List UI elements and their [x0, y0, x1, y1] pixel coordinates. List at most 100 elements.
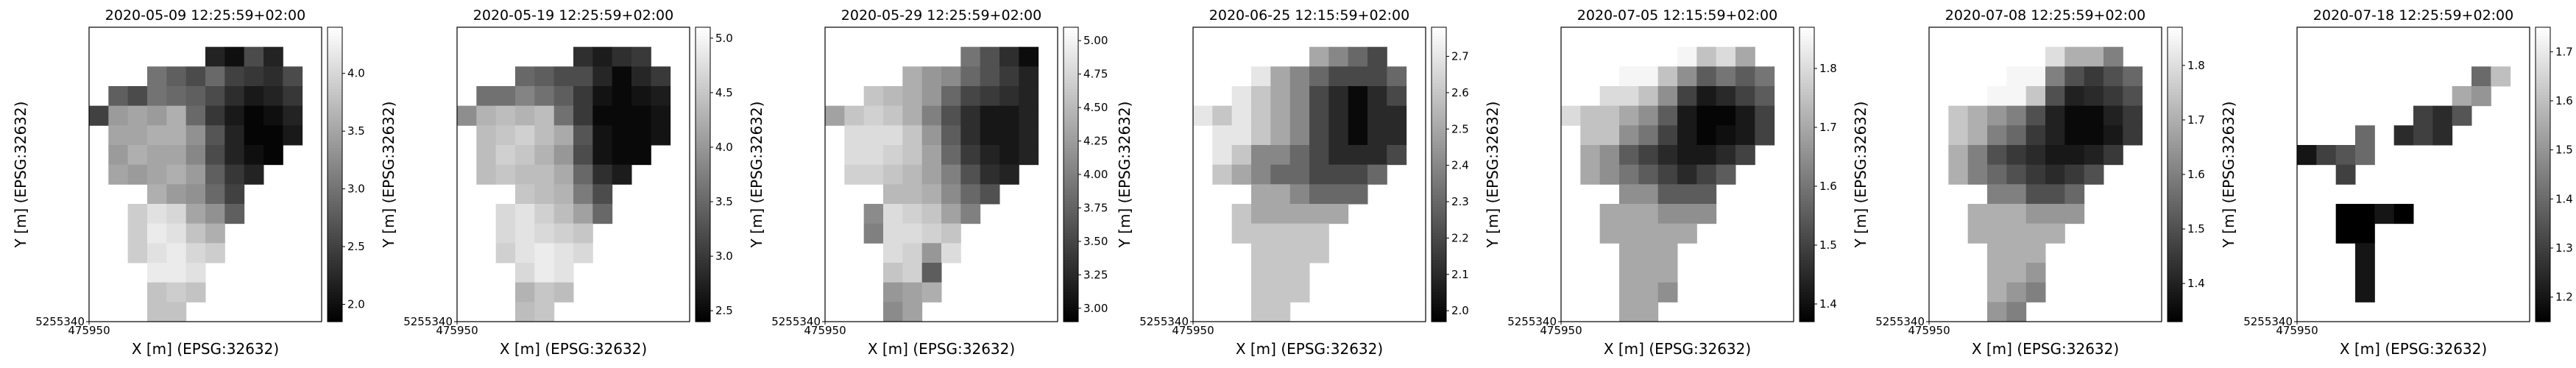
colorbar-segment [2168, 227, 2182, 231]
heatmap-cell [825, 105, 845, 126]
colorbar-segment [2536, 307, 2550, 311]
colorbar-segment [696, 163, 710, 166]
colorbar-segment [1064, 57, 1078, 60]
heatmap-cell [1735, 66, 1755, 87]
colorbar-segment [696, 107, 710, 110]
colorbar-segment [1432, 198, 1446, 202]
heatmap-cell [999, 125, 1019, 146]
heatmap-cell [205, 223, 225, 244]
heatmap-cell [844, 164, 865, 185]
colorbar-segment [696, 295, 710, 299]
heatmap-cell [1193, 105, 1213, 126]
colorbar-segment [2168, 74, 2182, 78]
colorbar-segment [1800, 148, 1814, 152]
colorbar-segment [1800, 27, 1814, 31]
heatmap-cell [1638, 164, 1659, 185]
colorbar-segment [2536, 289, 2550, 293]
colorbar-segment [696, 45, 710, 49]
colorbar-tick-label: 5.0 [715, 32, 733, 45]
colorbar-segment [696, 310, 710, 314]
colorbar-segment [1432, 204, 1446, 208]
heatmap-cell [2491, 66, 2511, 87]
heatmap-cell [1348, 46, 1368, 67]
colorbar-segment [328, 98, 342, 102]
panel-title: 2020-06-25 12:15:59+02:00 [1209, 7, 1409, 24]
heatmap-cell [1212, 125, 1233, 146]
colorbar-segment [2168, 169, 2182, 172]
heatmap-cell [1387, 86, 1407, 107]
heatmap-cell [1309, 66, 1329, 87]
colorbar-segment [2536, 254, 2550, 258]
colorbar-segment [2536, 263, 2550, 266]
heatmap-cell [612, 125, 632, 146]
heatmap-cell [573, 204, 593, 224]
heatmap-cell [185, 86, 206, 107]
colorbar-segment [328, 130, 342, 134]
colorbar-segment [328, 286, 342, 290]
heatmap-cell [2123, 66, 2143, 87]
colorbar-segment [2168, 316, 2182, 319]
colorbar-tick-label: 2.5 [1451, 122, 1469, 135]
heatmap-cell [1967, 105, 1988, 126]
heatmap-cell [1231, 86, 1252, 107]
heatmap-cell [2045, 223, 2065, 244]
heatmap-cell [1289, 164, 1310, 185]
heatmap-cell [2316, 145, 2337, 166]
heatmap-cell [1212, 145, 1233, 166]
colorbar-segment [2168, 222, 2182, 225]
colorbar-tick-label: 3.5 [347, 124, 365, 138]
heatmap-cell [1580, 164, 1601, 185]
heatmap-cell [147, 302, 167, 322]
colorbar-segment [2536, 245, 2550, 249]
colorbar-tick-label: 3.0 [715, 250, 733, 263]
colorbar-segment [328, 139, 342, 143]
colorbar-segment [328, 227, 342, 231]
colorbar-segment [2536, 266, 2550, 269]
heatmap-cell [1289, 282, 1310, 302]
heatmap-cell [2374, 204, 2395, 224]
colorbar-tick-label: 4.0 [715, 141, 733, 154]
colorbar-segment [2168, 101, 2182, 105]
colorbar-segment [2536, 204, 2550, 208]
heatmap-cell [960, 125, 981, 146]
colorbar-segment [2168, 39, 2182, 43]
heatmap-cell [224, 164, 245, 185]
y-axis-label: Y [m] (EPSG:32632) [380, 102, 397, 249]
colorbar-segment [1432, 148, 1446, 152]
heatmap-cell [244, 66, 264, 87]
colorbar-segment [2536, 118, 2550, 122]
heatmap-cell [960, 66, 981, 87]
colorbar-segment [1432, 260, 1446, 263]
colorbar-segment [696, 307, 710, 311]
colorbar-segment [1800, 95, 1814, 99]
colorbar-segment [696, 124, 710, 128]
colorbar-segment [1432, 307, 1446, 311]
colorbar-segment [1064, 45, 1078, 49]
colorbar-segment [1064, 219, 1078, 222]
colorbar-segment [2536, 224, 2550, 228]
heatmap-cell [2006, 66, 2027, 87]
colorbar-segment [2536, 272, 2550, 275]
colorbar-segment [1800, 92, 1814, 96]
heatmap-cell [1967, 204, 1988, 224]
heatmap-cell [2103, 105, 2123, 126]
colorbar-segment [328, 248, 342, 252]
colorbar-segment [328, 74, 342, 78]
heatmap-cell [185, 243, 206, 263]
heatmap-cell [1696, 105, 1717, 126]
heatmap-cells [825, 46, 1039, 322]
colorbar-segment [696, 304, 710, 308]
colorbar-segment [1800, 242, 1814, 246]
colorbar-segment [1432, 77, 1446, 81]
colorbar-segment [1432, 124, 1446, 128]
heatmap-cell [941, 243, 961, 263]
heatmap-cell [1987, 105, 2007, 126]
heatmap-cell [1619, 105, 1639, 126]
colorbar-segment [1064, 254, 1078, 258]
colorbar-segment [328, 42, 342, 46]
colorbar-segment [2536, 80, 2550, 84]
colorbar-segment [1064, 113, 1078, 116]
heatmap-cell [592, 86, 613, 107]
colorbar-segment [696, 222, 710, 225]
colorbar-segment [1432, 177, 1446, 181]
